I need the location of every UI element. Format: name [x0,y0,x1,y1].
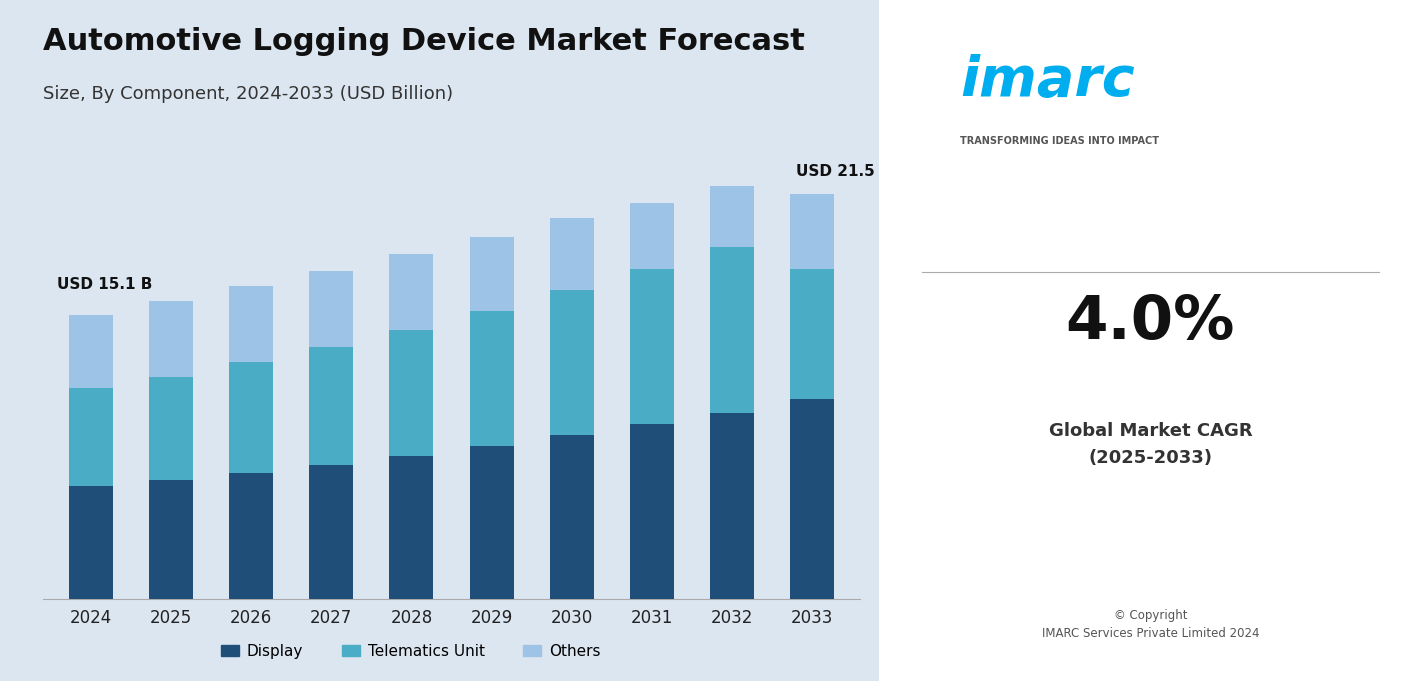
Bar [469,311,513,447]
Bar [229,473,273,599]
Bar [710,187,754,247]
Bar [149,377,193,480]
Bar [550,435,594,599]
Bar [390,456,434,599]
Bar [229,362,273,473]
Bar [550,289,594,435]
Bar [791,194,835,269]
Bar [149,480,193,599]
Bar [630,424,674,599]
Bar [791,399,835,599]
Text: Size, By Component, 2024-2033 (USD Billion): Size, By Component, 2024-2033 (USD Billi… [43,85,452,103]
Bar [710,247,754,413]
Text: TRANSFORMING IDEAS INTO IMPACT: TRANSFORMING IDEAS INTO IMPACT [960,136,1159,146]
Bar [710,413,754,599]
Text: USD 15.1 B: USD 15.1 B [57,277,152,292]
Bar [68,388,112,486]
Text: USD 21.5 B: USD 21.5 B [796,163,892,178]
Bar [390,254,434,330]
Bar [630,203,674,270]
Text: 4.0%: 4.0% [1065,293,1236,352]
Bar [390,330,434,456]
Bar [149,301,193,377]
Bar [791,269,835,399]
Text: © Copyright
IMARC Services Private Limited 2024: © Copyright IMARC Services Private Limit… [1042,609,1258,640]
Text: Automotive Logging Device Market Forecast: Automotive Logging Device Market Forecas… [43,27,805,57]
Bar [68,486,112,599]
Legend: Display, Telematics Unit, Others: Display, Telematics Unit, Others [215,638,606,665]
Bar [309,465,353,599]
Bar [630,270,674,424]
Bar [550,219,594,289]
Bar [309,347,353,465]
Text: Global Market CAGR
(2025-2033): Global Market CAGR (2025-2033) [1048,422,1253,466]
Bar [469,447,513,599]
Bar [68,315,112,388]
Bar [229,286,273,362]
Bar [309,271,353,347]
Bar [469,237,513,311]
Text: imarc: imarc [960,54,1135,108]
